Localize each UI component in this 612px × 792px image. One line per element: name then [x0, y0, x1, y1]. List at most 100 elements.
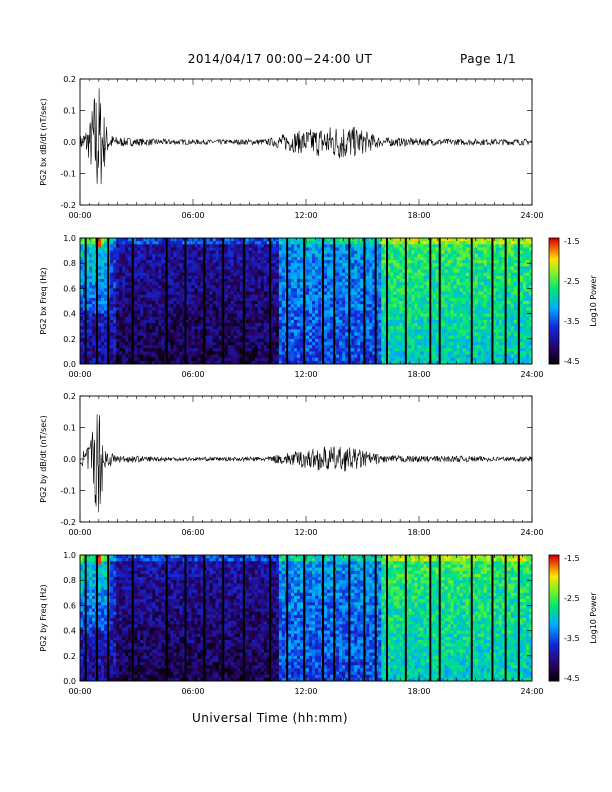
heat-cell [143, 316, 147, 321]
heat-cell [254, 294, 259, 299]
heat-cell [209, 256, 213, 261]
heat-cell [405, 247, 409, 251]
heat-cell [417, 319, 421, 324]
heat-cell [324, 360, 328, 365]
heat-cell [296, 332, 301, 337]
heat-cell [266, 253, 271, 258]
heat-cell [372, 256, 376, 261]
heat-cell [206, 244, 210, 248]
heat-cell [266, 348, 271, 352]
heat-cell [185, 360, 189, 365]
heat-cell [155, 326, 159, 330]
heat-cell [393, 297, 397, 302]
heat-cell [354, 282, 358, 286]
heat-cell [158, 275, 162, 280]
heat-cell [336, 332, 340, 337]
heat-cell [185, 310, 189, 314]
heat-cell [257, 326, 262, 330]
heat-cell [396, 266, 400, 270]
heat-cell [101, 275, 105, 280]
heat-cell [444, 304, 449, 308]
heat-cell [357, 260, 361, 264]
heat-cell [327, 244, 331, 248]
heat-cell [158, 272, 162, 277]
heat-cell [209, 241, 213, 245]
heat-cell [104, 275, 108, 280]
heat-cell [387, 238, 391, 242]
heat-cell [173, 285, 177, 289]
heat-cell [194, 266, 198, 270]
heat-cell [137, 326, 141, 330]
heat-cell [423, 247, 427, 251]
heat-cell [128, 269, 132, 274]
heat-cell [360, 323, 364, 327]
heat-cell [339, 253, 343, 258]
heat-cell [441, 360, 446, 365]
heat-cell [89, 310, 93, 314]
heat-cell [275, 256, 280, 261]
heat-cell [375, 288, 379, 292]
heat-cell [227, 256, 232, 261]
heat-cell [336, 263, 340, 267]
heat-cell [330, 310, 334, 314]
heat-cell [318, 253, 322, 258]
heat-cell [390, 297, 394, 302]
heat-cell [399, 278, 403, 283]
heat-cell [299, 256, 304, 261]
heat-cell [206, 288, 210, 292]
heat-cell [263, 275, 268, 280]
heat-cell [101, 241, 105, 245]
heat-cell [278, 297, 283, 302]
heat-cell [366, 360, 370, 365]
heat-cell [324, 285, 328, 289]
heat-cell [290, 253, 295, 258]
heat-cell [134, 291, 138, 296]
heat-cell [227, 360, 232, 365]
heat-cell [324, 313, 328, 318]
heat-cell [143, 266, 147, 270]
heat-cell [80, 288, 84, 292]
heat-cell [209, 313, 213, 318]
heat-cell [296, 354, 301, 359]
heat-cell [149, 285, 153, 289]
heat-cell [155, 291, 159, 296]
heat-cell [435, 319, 439, 324]
heat-cell [411, 294, 415, 299]
heat-cell [152, 354, 156, 359]
heat-cell [254, 282, 259, 286]
heat-cell [104, 238, 108, 242]
heat-cell [357, 269, 361, 274]
heat-cell [113, 348, 117, 352]
heat-cell [381, 332, 385, 337]
heat-cell [236, 354, 241, 359]
heat-cell [423, 304, 427, 308]
heat-cell [86, 260, 90, 264]
heat-cell [402, 345, 406, 349]
heat-cell [89, 341, 93, 346]
heat-cell [89, 241, 93, 245]
heat-cell [399, 247, 403, 251]
heat-cell [369, 304, 373, 308]
heat-cell [197, 247, 201, 251]
heat-cell [146, 360, 150, 365]
heat-cell [269, 282, 274, 286]
heat-cell [405, 301, 409, 305]
heat-cell [206, 250, 210, 255]
heat-cell [420, 244, 424, 248]
heat-cell [161, 301, 165, 305]
heat-cell [200, 288, 204, 292]
heat-cell [287, 354, 292, 359]
heat-cell [360, 310, 364, 314]
heat-cell [354, 319, 358, 324]
heat-cell [110, 285, 114, 289]
heat-cell [378, 260, 382, 264]
heat-cell [200, 247, 204, 251]
heat-cell [179, 301, 183, 305]
heat-cell [122, 275, 126, 280]
heat-cell [441, 288, 446, 292]
heat-cell [197, 335, 201, 340]
heat-cell [272, 319, 277, 324]
heat-cell [98, 253, 102, 258]
heat-cell [248, 275, 253, 280]
heat-cell [128, 256, 132, 261]
